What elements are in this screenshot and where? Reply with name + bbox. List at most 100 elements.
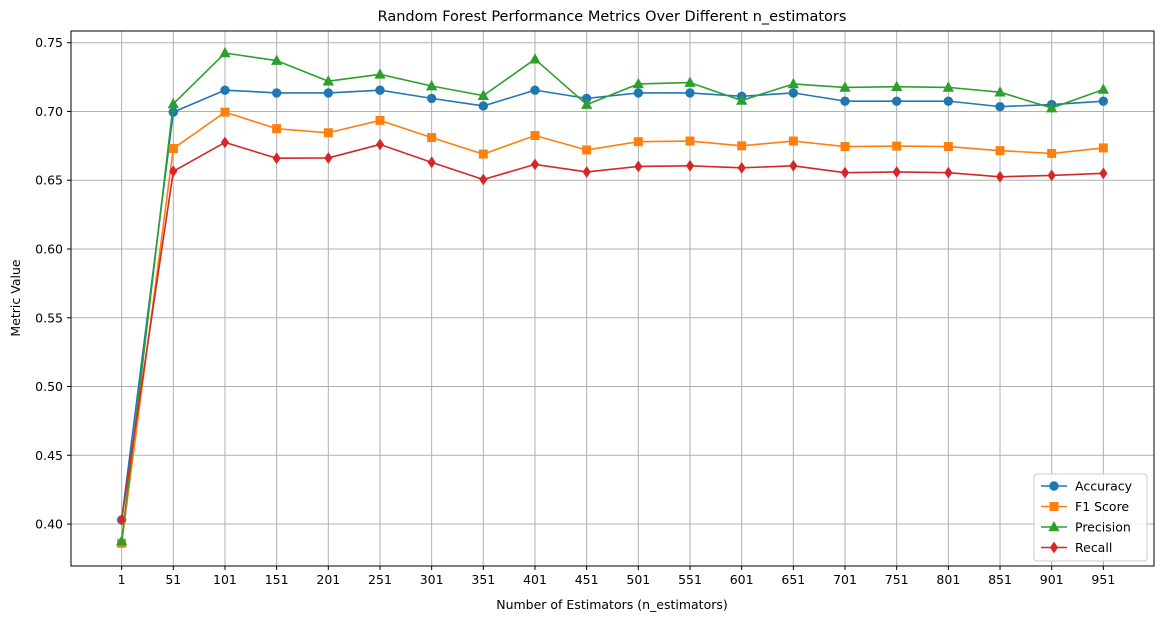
legend-label-accuracy: Accuracy	[1075, 479, 1133, 494]
data-point-recall	[169, 165, 178, 178]
data-point-f1-score	[840, 142, 850, 152]
data-point-f1-score	[375, 115, 385, 125]
data-point-recall	[375, 138, 385, 151]
data-point-recall	[1099, 167, 1108, 180]
data-point-accuracy	[685, 88, 695, 98]
data-point-recall	[220, 136, 230, 149]
data-point-accuracy	[788, 88, 799, 98]
data-point-f1-score	[1098, 143, 1108, 153]
x-tick-label: 201	[316, 572, 340, 587]
data-point-f1-score	[530, 131, 540, 141]
data-point-recall	[117, 514, 126, 526]
y-tick-label: 0.70	[35, 104, 63, 119]
data-point-precision	[219, 46, 231, 58]
data-point-precision	[374, 68, 386, 79]
series-precision	[115, 46, 1110, 546]
x-tick-label: 1	[118, 572, 126, 587]
data-point-precision	[1046, 101, 1058, 113]
x-tick-label: 951	[1091, 572, 1115, 587]
data-point-precision	[477, 89, 489, 100]
data-point-precision	[787, 77, 799, 89]
data-point-accuracy	[633, 88, 644, 98]
y-tick-label: 0.40	[35, 517, 63, 532]
x-tick-label: 501	[626, 572, 650, 587]
data-point-recall	[479, 173, 488, 186]
data-point-accuracy	[840, 96, 850, 106]
x-axis: 1 51 101 151 201 251 301 351 401 451 501 551 601 651 7…	[118, 566, 1115, 587]
data-point-precision	[684, 76, 696, 87]
x-tick-label: 601	[730, 572, 754, 587]
x-tick-label: 151	[265, 572, 289, 587]
data-point-accuracy	[271, 88, 282, 98]
x-tick-label: 451	[575, 572, 599, 587]
x-tick-label: 901	[1040, 572, 1064, 587]
data-point-accuracy	[220, 85, 230, 95]
data-point-f1-score	[323, 128, 333, 138]
data-point-precision	[115, 535, 128, 546]
data-point-recall	[272, 152, 281, 165]
data-point-f1-score	[892, 141, 902, 151]
data-point-precision	[271, 54, 283, 65]
legend-item-accuracy: Accuracy	[1041, 479, 1133, 494]
y-axis-label: Metric Value	[8, 259, 23, 336]
y-tick-label: 0.60	[35, 241, 63, 256]
y-axis: 0.40 0.45 0.50 0.55 0.60 0.65 0.70 0.75	[35, 35, 71, 532]
legend-item-f1-score: F1 Score	[1041, 499, 1129, 514]
data-point-precision	[994, 86, 1006, 97]
data-point-f1-score	[737, 141, 747, 151]
x-tick-label: 701	[833, 572, 857, 587]
x-tick-label: 851	[988, 572, 1012, 587]
x-tick-label: 51	[165, 572, 181, 587]
legend-label-precision: Precision	[1075, 520, 1131, 535]
data-point-precision	[1097, 83, 1110, 94]
data-point-accuracy	[478, 101, 489, 111]
series-layer	[115, 46, 1110, 548]
data-point-recall	[427, 156, 436, 169]
data-point-accuracy	[323, 88, 334, 98]
data-point-recall	[840, 166, 850, 179]
data-point-recall	[737, 161, 746, 174]
series-line-recall	[120, 141, 1104, 521]
data-point-precision	[839, 81, 851, 92]
grid	[71, 31, 1154, 566]
legend-item-precision: Precision	[1041, 520, 1131, 535]
data-point-recall	[944, 166, 953, 179]
data-point-accuracy	[943, 96, 954, 106]
data-point-f1-score	[943, 142, 953, 152]
y-tick-label: 0.45	[35, 448, 63, 463]
legend-marker-precision	[1048, 520, 1060, 532]
data-point-recall	[324, 152, 333, 164]
series-line-precision	[120, 52, 1104, 542]
data-point-precision	[322, 75, 334, 86]
legend-box	[1033, 473, 1148, 562]
data-point-f1-score	[582, 145, 592, 155]
data-point-recall	[685, 159, 695, 172]
data-point-f1-score	[272, 124, 282, 134]
x-tick-label: 351	[471, 572, 495, 587]
data-point-f1-score	[478, 149, 488, 159]
series-recall	[117, 136, 1108, 526]
x-tick-label: 751	[885, 572, 909, 587]
data-point-accuracy	[1098, 96, 1109, 106]
x-tick-label: 651	[781, 572, 805, 587]
x-tick-label: 101	[213, 572, 237, 587]
data-point-f1-score	[427, 133, 437, 143]
data-point-precision	[942, 81, 954, 92]
legend-marker-recall	[1049, 541, 1059, 554]
data-point-f1-score	[1047, 148, 1057, 158]
y-tick-label: 0.75	[35, 35, 63, 50]
plot-frame	[70, 30, 1155, 567]
data-point-f1-score	[168, 144, 178, 154]
data-point-recall	[995, 170, 1005, 183]
data-point-recall	[1047, 169, 1056, 182]
data-point-recall	[892, 166, 901, 178]
chart-title: Random Forest Performance Metrics Over D…	[378, 9, 847, 25]
legend-marker-accuracy	[1049, 481, 1059, 491]
data-point-f1-score	[220, 107, 230, 117]
legend-item-recall: Recall	[1041, 540, 1112, 555]
y-tick-label: 0.55	[35, 310, 63, 325]
series-line-accuracy	[120, 89, 1104, 521]
data-point-precision	[167, 97, 179, 109]
y-tick-label: 0.65	[35, 173, 63, 188]
